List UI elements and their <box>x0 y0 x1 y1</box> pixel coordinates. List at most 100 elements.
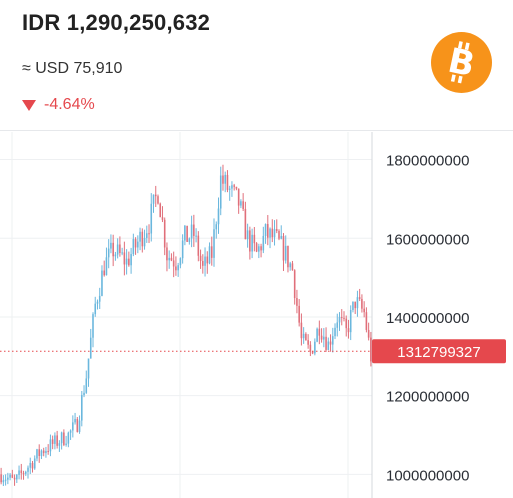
candle-body <box>206 256 209 264</box>
candle-body <box>291 263 294 271</box>
candle-body <box>363 308 365 313</box>
candle-body <box>134 239 137 248</box>
candle-body <box>235 186 238 189</box>
candle-body <box>60 432 63 444</box>
candle-body <box>145 233 148 238</box>
candle-body <box>338 317 341 323</box>
candle-body <box>240 201 242 206</box>
candle-body <box>334 327 336 337</box>
candle-body <box>271 228 274 238</box>
candle-body <box>343 317 345 319</box>
candle-body <box>251 234 253 252</box>
candle-body <box>85 378 88 393</box>
candle-body <box>356 297 359 309</box>
candle-body <box>96 301 99 304</box>
candle-body <box>275 229 278 231</box>
candle-body <box>210 246 213 258</box>
candle-body <box>175 266 177 271</box>
candle-body <box>300 322 303 339</box>
candle-body <box>237 188 240 206</box>
candle-body <box>197 235 200 256</box>
candle-body <box>125 258 128 265</box>
candle-body <box>148 233 150 235</box>
candle-body <box>219 175 222 209</box>
candle-body <box>69 430 72 433</box>
candle-body <box>54 435 56 444</box>
candle-body <box>311 351 314 354</box>
candle-body <box>367 329 370 338</box>
candle-body <box>31 462 34 469</box>
candle-body <box>105 257 108 276</box>
candle-body <box>47 450 49 452</box>
candle-body <box>49 439 52 452</box>
candle-body <box>226 174 229 190</box>
y-tick-label: 1000000000 <box>386 467 469 484</box>
y-tick-label: 1600000000 <box>386 231 469 248</box>
candle-body <box>94 303 97 315</box>
candle-body <box>184 225 186 241</box>
candle-body <box>63 432 65 445</box>
candle-body <box>258 246 260 252</box>
candle-body <box>0 474 2 483</box>
candle-body <box>13 477 16 480</box>
candle-body <box>316 328 318 342</box>
candle-body <box>365 312 368 330</box>
candle-body <box>179 258 182 266</box>
price-chart[interactable]: 1800000000 1600000000 1400000000 1200000000… <box>0 132 513 498</box>
candle-body <box>172 260 175 267</box>
price-change-value: -4.64% <box>44 96 95 113</box>
candle-body <box>98 295 101 302</box>
candle-body <box>78 420 81 432</box>
candle-body <box>325 336 327 350</box>
candle-body <box>45 450 47 454</box>
candle-body <box>150 203 153 234</box>
price-change: -4.64% <box>22 96 95 114</box>
y-tick-label: 1800000000 <box>386 153 469 170</box>
bitcoin-icon: B <box>431 32 492 93</box>
candle-body <box>24 471 27 474</box>
candle-body <box>101 270 103 296</box>
candle-body <box>177 265 179 271</box>
candle-body <box>4 479 7 481</box>
candle-body <box>208 246 211 264</box>
candle-body <box>195 235 197 237</box>
candle-body <box>112 242 114 257</box>
candle-body <box>80 395 83 421</box>
candle-body <box>87 358 90 379</box>
candle-body <box>273 229 276 238</box>
candle-body <box>186 225 188 242</box>
candle-body <box>159 203 162 218</box>
candle-body <box>168 257 170 261</box>
candle-body <box>89 337 92 359</box>
candle-body <box>361 298 363 309</box>
candle-body <box>51 439 54 444</box>
candle-body <box>349 310 352 333</box>
candle-body <box>42 450 45 454</box>
candle-body <box>27 467 29 472</box>
candle-body <box>282 235 285 261</box>
candle-body <box>190 224 193 239</box>
candle-body <box>329 341 332 345</box>
candle-body <box>58 443 61 446</box>
candle-body <box>128 258 130 266</box>
candle-body <box>202 261 204 266</box>
candle-body <box>9 474 11 478</box>
header-divider <box>0 130 513 131</box>
candle-body <box>157 196 159 204</box>
candle-body <box>161 217 164 220</box>
candle-body <box>228 188 231 190</box>
candle-body <box>114 254 117 257</box>
down-triangle-icon <box>22 99 36 111</box>
candle-body <box>331 336 334 345</box>
candle-body <box>132 239 135 255</box>
candle-body <box>280 235 283 239</box>
candle-body <box>298 305 300 323</box>
candle-body <box>22 473 25 475</box>
candle-body <box>36 449 38 459</box>
candle-body <box>199 255 202 262</box>
candle-body <box>139 231 141 242</box>
candle-body <box>318 328 321 336</box>
candle-body <box>119 244 121 253</box>
candle-body <box>193 224 195 236</box>
candle-body <box>72 422 74 431</box>
